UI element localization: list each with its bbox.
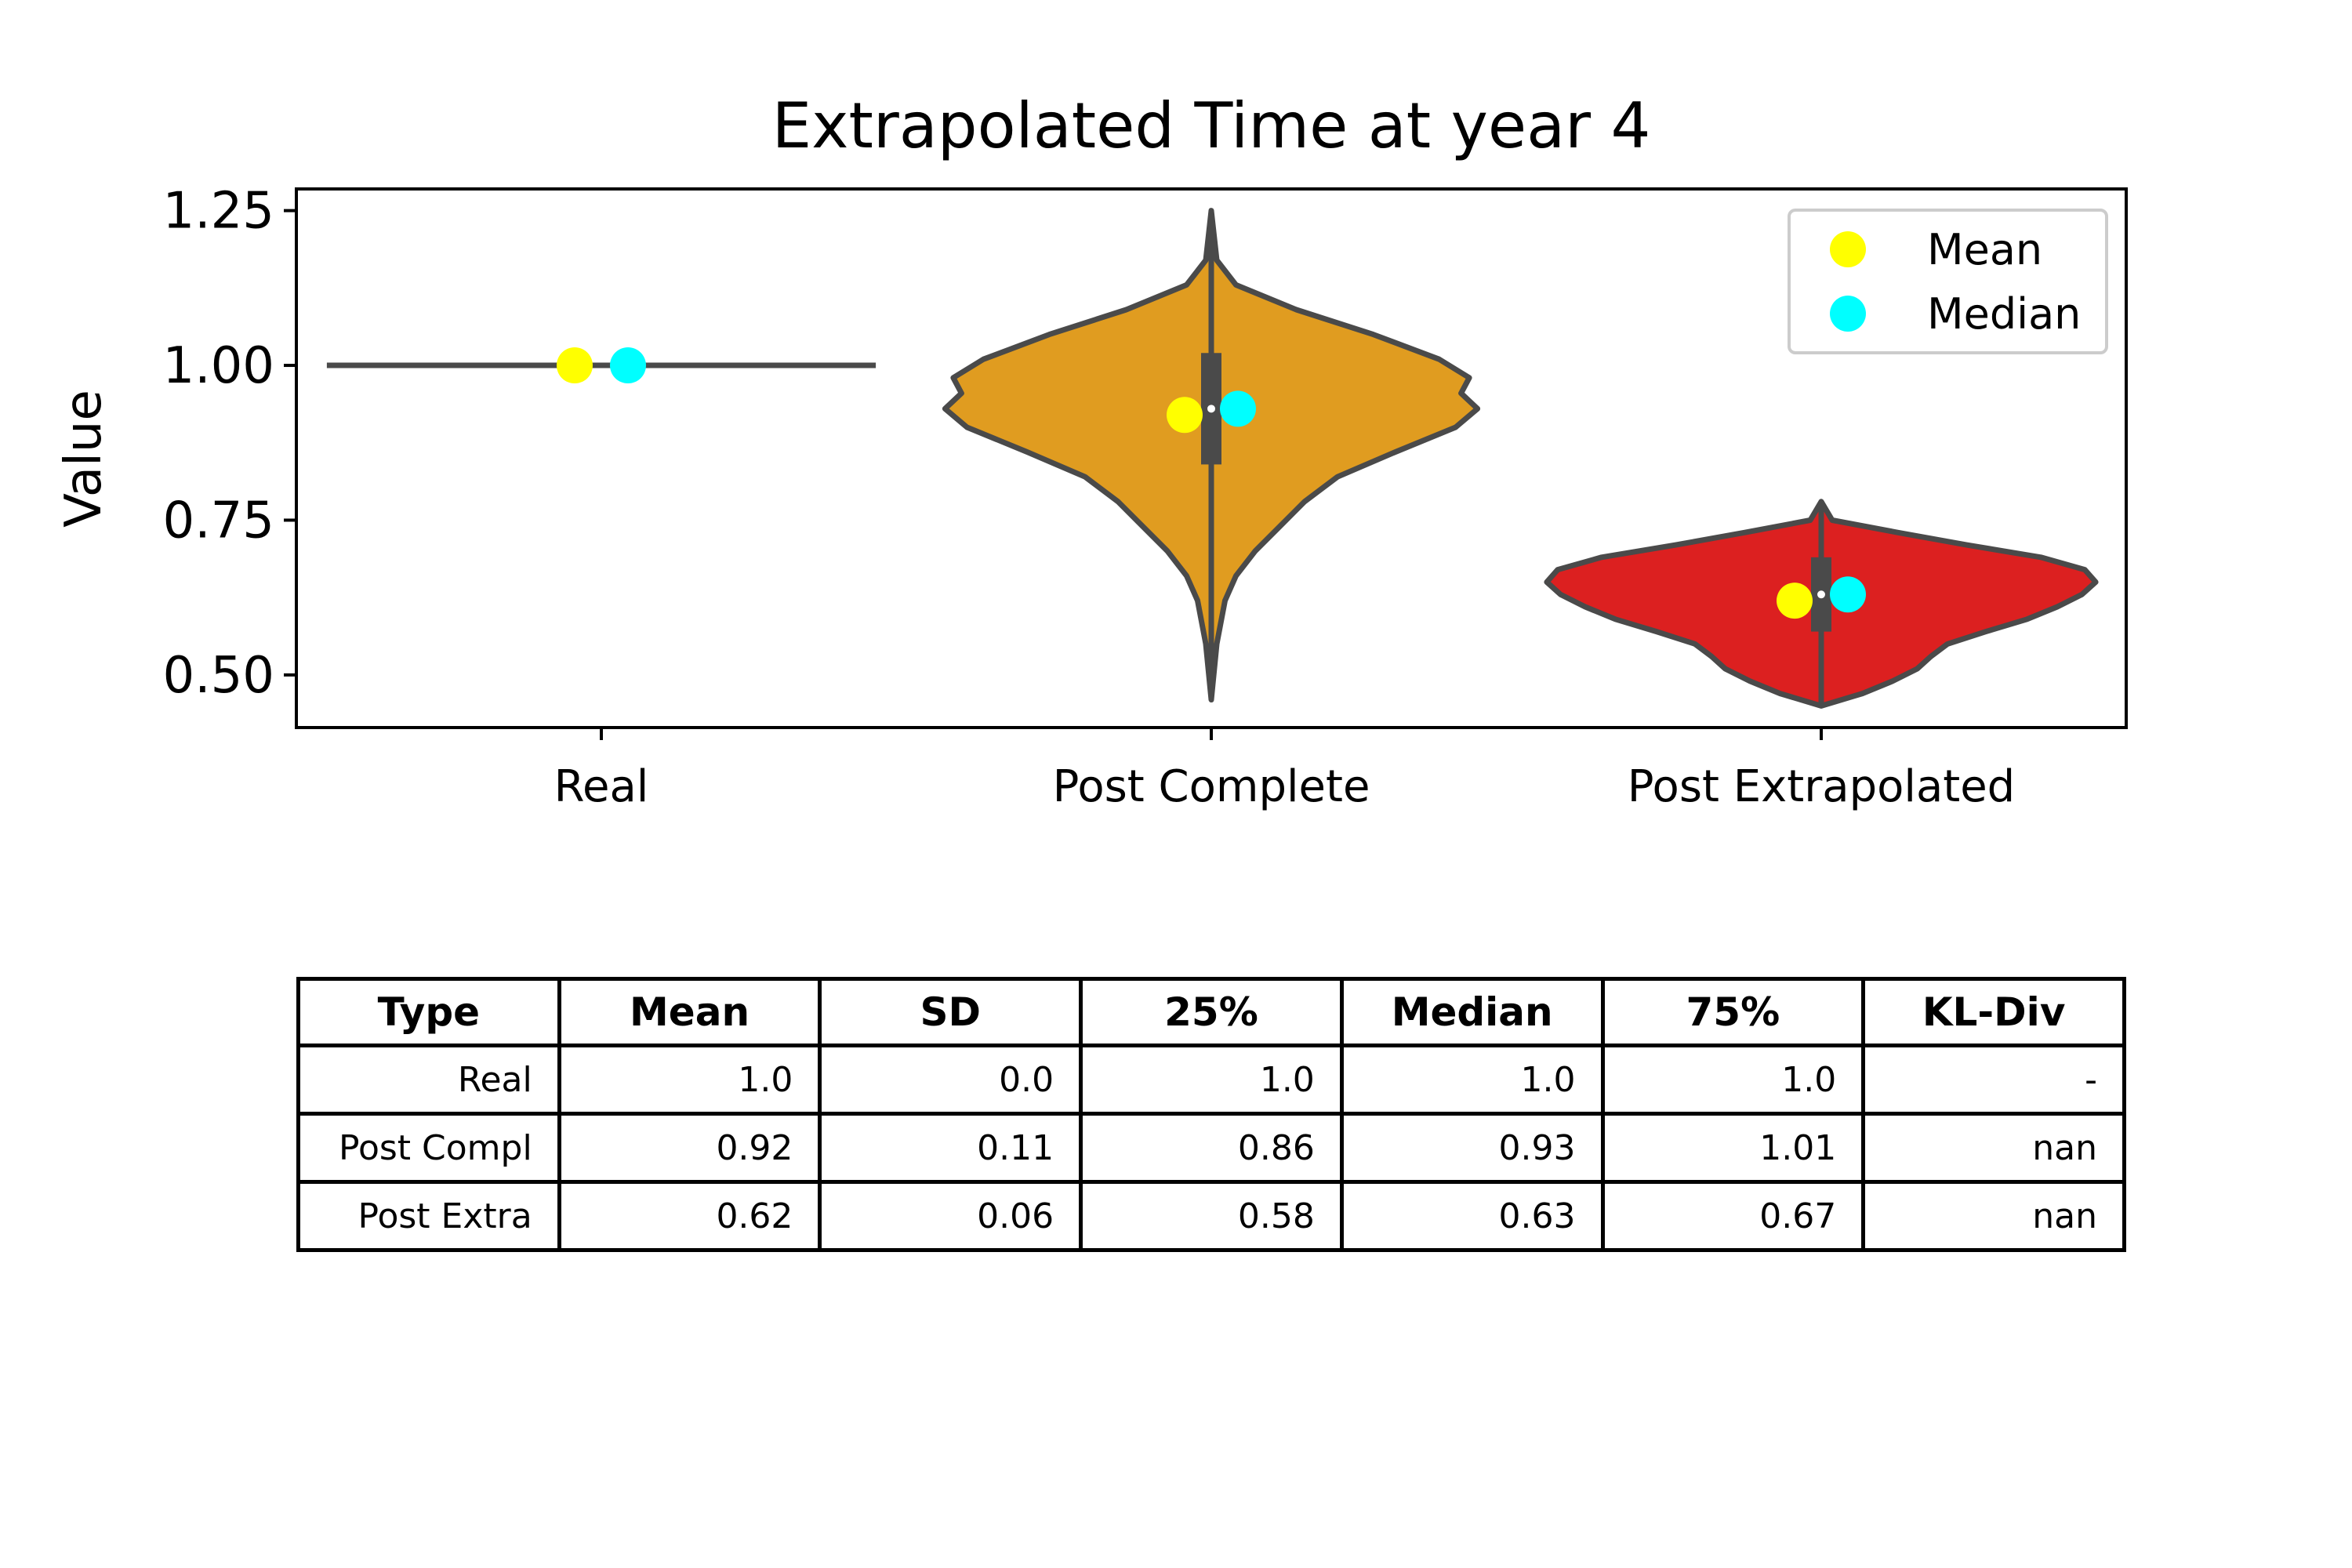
table-row: Real 1.0 0.0 1.0 1.0 1.0 - [296,1044,2126,1116]
median-point [1220,390,1256,427]
table-cell: nan [1861,1112,2126,1184]
x-tick-label: Post Extrapolated [1628,761,2015,812]
table-cell: 1.01 [1600,1112,1866,1184]
table-cell: 0.0 [818,1044,1083,1116]
table-cell: 0.11 [818,1112,1083,1184]
table-cell: 0.93 [1339,1112,1605,1184]
axes-layer: 0.50 0.75 1.00 1.25 Real Post Complete Post Ex… [163,183,2016,812]
y-axis-label: Value [55,390,113,528]
y-tick-label: 0.75 [163,492,275,550]
y-tick-label: 1.25 [163,183,275,241]
table-cell: Post Extra [296,1180,561,1252]
table-cell: 0.67 [1600,1180,1866,1252]
table-header-cell: Median [1339,977,1605,1047]
mean-point [1167,397,1203,434]
table-cell: 1.0 [1339,1044,1605,1116]
legend-label: Mean [1927,225,2042,274]
table-cell: 1.0 [1600,1044,1866,1116]
violin-median-dot [1207,405,1215,413]
table-cell: 0.92 [557,1112,822,1184]
table-cell: - [1861,1044,2126,1116]
x-tick-label: Real [554,761,649,812]
y-tick-label: 1.00 [163,337,275,395]
legend-marker [1830,231,1866,267]
median-point [610,347,646,384]
legend-marker [1830,296,1866,332]
table-cell: Post Compl [296,1112,561,1184]
mean-point [1777,583,1813,619]
median-point [1830,576,1866,613]
table-cell: 0.62 [557,1180,822,1252]
mean-point [557,347,593,384]
chart-title: Extrapolated Time at year 4 [772,89,1651,162]
table-header-cell: SD [818,977,1083,1047]
table-cell: 0.63 [1339,1180,1605,1252]
table-cell: 0.86 [1079,1112,1344,1184]
table-cell: 1.0 [1079,1044,1344,1116]
table-cell: 0.58 [1079,1180,1344,1252]
violin-median-dot [1817,590,1825,599]
table-cell: 1.0 [557,1044,822,1116]
legend: Mean Median [1788,209,2108,354]
table-header-cell: 25% [1079,977,1344,1047]
stats-table: Type Mean SD 25% Median 75% KL-Div Real … [296,977,2126,1252]
table-row: Post Compl 0.92 0.11 0.86 0.93 1.01 nan [296,1112,2126,1184]
x-tick-label: Post Complete [1053,761,1370,812]
table-cell: nan [1861,1180,2126,1252]
table-cell: 0.06 [818,1180,1083,1252]
table-cell: Real [296,1044,561,1116]
y-tick-label: 0.50 [163,647,275,705]
table-header-cell: KL-Div [1861,977,2126,1047]
table-header-row: Type Mean SD 25% Median 75% KL-Div [296,977,2126,1047]
table-header-cell: Type [296,977,561,1047]
table-row: Post Extra 0.62 0.06 0.58 0.63 0.67 nan [296,1180,2126,1252]
violins-layer [326,208,2099,709]
table-header-cell: 75% [1600,977,1866,1047]
legend-label: Median [1927,289,2081,339]
legend-box [1788,209,2108,354]
markers-layer [557,347,1866,619]
table-header-cell: Mean [557,977,822,1047]
